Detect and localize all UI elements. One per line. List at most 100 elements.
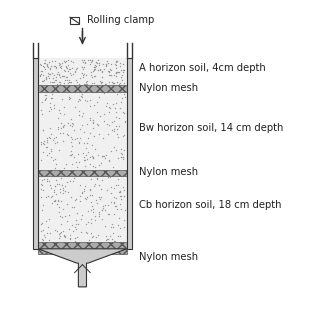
Point	[115, 58, 120, 63]
Point	[74, 222, 79, 227]
Point	[97, 113, 102, 118]
Point	[49, 70, 54, 76]
Point	[59, 66, 64, 71]
Point	[52, 187, 57, 192]
Point	[39, 72, 44, 77]
Point	[116, 123, 121, 128]
Point	[107, 72, 112, 77]
Point	[65, 132, 70, 138]
Point	[118, 193, 124, 198]
Point	[72, 225, 77, 230]
Point	[59, 175, 64, 180]
Point	[45, 62, 50, 67]
Point	[38, 141, 43, 147]
Point	[90, 120, 95, 125]
Point	[101, 154, 107, 159]
Point	[67, 152, 72, 157]
Point	[101, 91, 106, 96]
Point	[79, 65, 84, 70]
Point	[74, 67, 79, 72]
Point	[101, 153, 106, 158]
Point	[96, 123, 101, 128]
Point	[55, 201, 60, 206]
Point	[89, 75, 94, 80]
Point	[47, 71, 52, 76]
Point	[108, 73, 113, 78]
Point	[44, 218, 49, 223]
Point	[103, 203, 108, 208]
Point	[43, 235, 48, 240]
Point	[113, 124, 118, 129]
Point	[114, 69, 119, 75]
Point	[88, 176, 93, 181]
Point	[123, 95, 128, 100]
Point	[51, 102, 56, 107]
Point	[60, 190, 66, 196]
Point	[104, 63, 109, 68]
Point	[90, 234, 95, 239]
Point	[39, 182, 44, 187]
Point	[82, 64, 87, 69]
Point	[38, 222, 44, 227]
Point	[38, 73, 43, 78]
Point	[111, 81, 116, 86]
Point	[40, 68, 45, 73]
Point	[118, 155, 123, 160]
Point	[48, 132, 53, 137]
Point	[58, 229, 63, 234]
Point	[116, 69, 121, 75]
Point	[74, 226, 79, 231]
Point	[102, 111, 107, 116]
Point	[111, 72, 116, 77]
Point	[53, 64, 58, 69]
Point	[54, 81, 59, 86]
Point	[110, 119, 115, 124]
Point	[84, 78, 89, 84]
Point	[117, 201, 122, 206]
Point	[56, 108, 61, 113]
Point	[105, 187, 110, 192]
Point	[113, 203, 118, 208]
Point	[78, 230, 83, 235]
Point	[122, 91, 127, 96]
Point	[40, 188, 45, 193]
Point	[95, 57, 100, 62]
Point	[74, 77, 79, 83]
Point	[49, 63, 54, 68]
Point	[100, 204, 105, 209]
Point	[79, 122, 84, 127]
Point	[120, 109, 125, 115]
Point	[103, 223, 108, 228]
Point	[68, 237, 73, 242]
Point	[121, 194, 126, 199]
Point	[41, 63, 46, 68]
Point	[39, 229, 44, 234]
Point	[87, 117, 92, 122]
Point	[109, 237, 115, 242]
Point	[75, 79, 80, 84]
Point	[57, 64, 62, 69]
Point	[58, 125, 63, 131]
Point	[78, 198, 83, 204]
Point	[44, 75, 49, 80]
Point	[95, 61, 100, 66]
Point	[112, 106, 117, 111]
Point	[114, 131, 119, 136]
Point	[111, 119, 116, 124]
Point	[89, 217, 94, 222]
Point	[67, 232, 72, 237]
Point	[101, 135, 106, 140]
Point	[41, 202, 46, 207]
Point	[58, 80, 63, 85]
Point	[85, 220, 91, 225]
Point	[114, 206, 119, 211]
Point	[62, 59, 67, 64]
Point	[76, 140, 81, 146]
Point	[117, 60, 123, 65]
Point	[52, 199, 57, 204]
Point	[106, 202, 111, 207]
Point	[53, 192, 58, 197]
Point	[63, 189, 68, 194]
Point	[80, 190, 85, 196]
Point	[122, 67, 127, 72]
